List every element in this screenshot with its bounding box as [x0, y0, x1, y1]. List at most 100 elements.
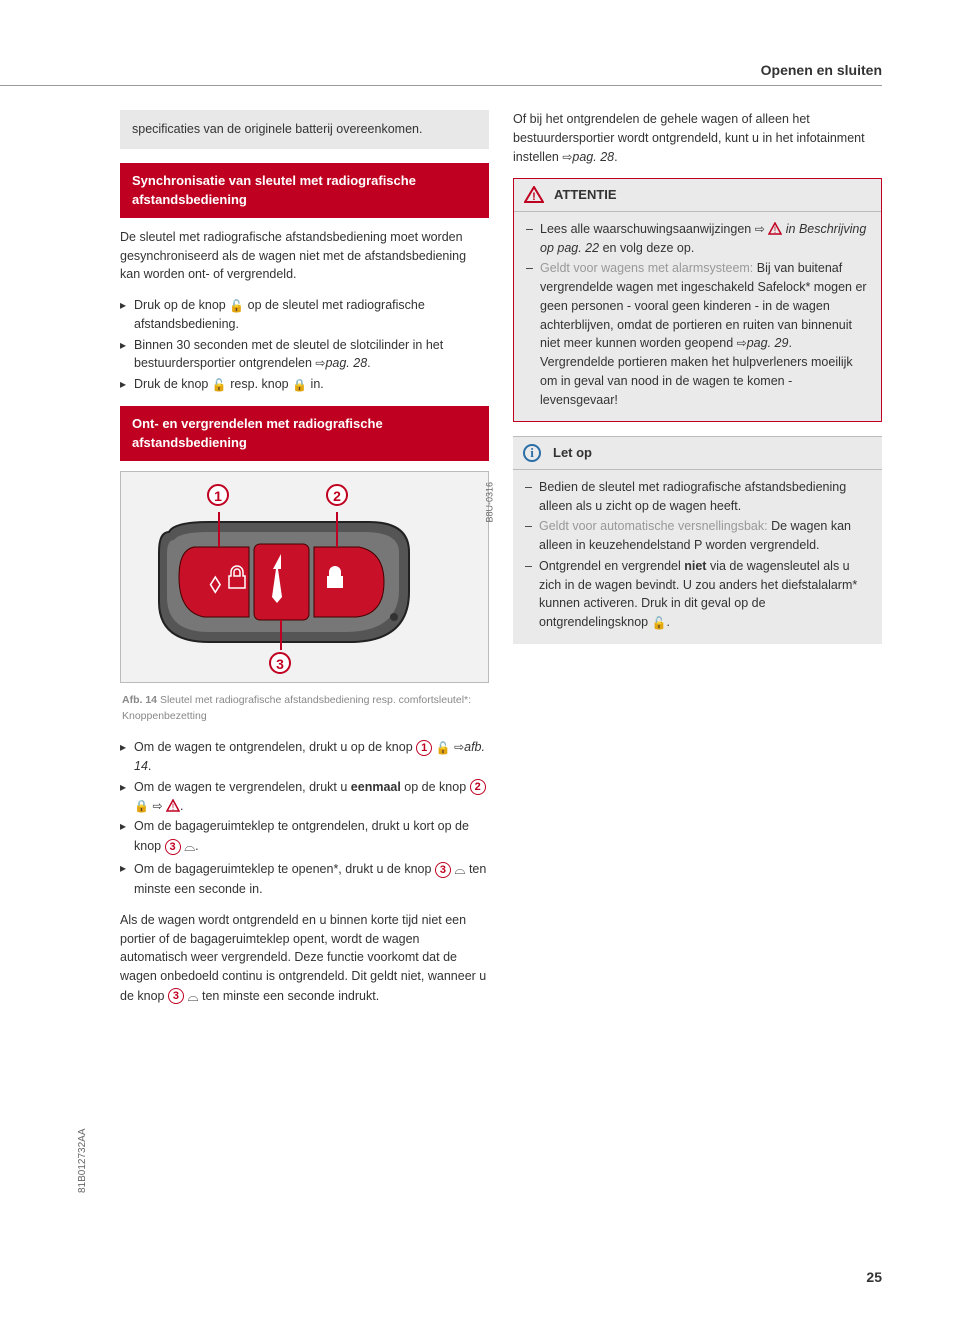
- text: .: [148, 759, 151, 773]
- content-columns: specificaties van de originele batterij …: [120, 110, 882, 1019]
- intro-note-box: specificaties van de originele batterij …: [120, 110, 489, 149]
- sync-paragraph: De sleutel met radiografische afstandsbe…: [120, 228, 489, 284]
- list-item: Om de wagen te vergrendelen, drukt u een…: [120, 778, 489, 816]
- text: .: [195, 839, 198, 853]
- page-ref: pag. 29: [747, 336, 789, 350]
- unlock-icon: 🔓: [212, 376, 227, 394]
- text: .: [667, 615, 670, 629]
- list-item: Druk de knop 🔓 resp. knop 🔒 in.: [120, 375, 489, 394]
- list-item: Om de wagen te ontgrendelen, drukt u op …: [120, 738, 489, 776]
- left-column: specificaties van de originele batterij …: [120, 110, 489, 1019]
- text: resp. knop: [227, 377, 292, 391]
- list-item: Geldt voor wagens met alarmsysteem: Bij …: [526, 259, 869, 409]
- page: Openen en sluiten 81B012732AA 25 specifi…: [0, 0, 962, 1328]
- auto-relock-paragraph: Als de wagen wordt ontgrendeld en u binn…: [120, 911, 489, 1007]
- attention-box: ! ATTENTIE Lees alle waarschuwingsaanwij…: [513, 178, 882, 422]
- unlock-icon: 🔓: [436, 739, 451, 757]
- note-body: Bedien de sleutel met radiografische afs…: [513, 470, 882, 644]
- svg-text:!: !: [172, 802, 175, 812]
- list-item: Binnen 30 seconden met de sleutel de slo…: [120, 336, 489, 374]
- condition-text: Geldt voor wagens met alarmsysteem:: [540, 261, 753, 275]
- attention-list: Lees alle waarschuwingsaanwijzingen ⇨ ! …: [526, 220, 869, 410]
- list-item: Om de bagageruimteklep te openen*, drukt…: [120, 859, 489, 899]
- list-item: Druk op de knop 🔓 op de sleutel met radi…: [120, 296, 489, 334]
- lock-icon: 🔒: [292, 376, 307, 394]
- attention-body: Lees alle waarschuwingsaanwijzingen ⇨ ! …: [514, 212, 881, 422]
- trunk-icon: ⌓: [184, 836, 195, 857]
- text: Druk op de knop: [134, 298, 229, 312]
- text: Ontgrendel en vergrendel: [539, 559, 684, 573]
- callout-3: 3: [269, 652, 291, 674]
- warning-icon: !: [768, 222, 782, 236]
- lock-icon: 🔒: [134, 797, 149, 815]
- remote-steps-list: Om de wagen te ontgrendelen, drukt u op …: [120, 738, 489, 899]
- text: in.: [307, 377, 324, 391]
- trunk-icon: ⌓: [187, 986, 198, 1007]
- svg-text:!: !: [532, 191, 536, 203]
- text: en volg deze op.: [599, 241, 694, 255]
- ref-circle-3: 3: [165, 839, 181, 855]
- text: .: [367, 356, 370, 370]
- page-ref: pag. 28: [325, 356, 367, 370]
- list-item: Bedien de sleutel met radiografische afs…: [525, 478, 870, 516]
- note-header: i Let op: [513, 436, 882, 470]
- trunk-icon: ⌓: [454, 859, 465, 880]
- warning-icon: !: [166, 799, 180, 813]
- text: Om de wagen te ontgrendelen, drukt u op …: [134, 740, 416, 754]
- ref-circle-3: 3: [168, 988, 184, 1004]
- attention-header: ! ATTENTIE: [514, 179, 881, 212]
- side-code: 81B012732AA: [75, 1128, 90, 1193]
- info-icon: i: [523, 444, 541, 462]
- caption-text: Sleutel met radiografische afstandsbedie…: [122, 694, 471, 722]
- header-title: Openen en sluiten: [761, 60, 882, 81]
- ref-arrow-icon: ⇨: [737, 334, 747, 352]
- callout-1: 1: [207, 484, 229, 506]
- svg-text:⬨: ⬨: [209, 567, 222, 598]
- attention-title: ATTENTIE: [554, 185, 617, 205]
- caption-label: Afb. 14: [122, 694, 157, 706]
- text: Lees alle waarschuwingsaanwijzingen: [540, 222, 755, 236]
- page-ref: pag. 28: [572, 150, 614, 164]
- figure-image: B8U-0316 ⬨: [121, 472, 488, 682]
- text: ten minste een seconde indrukt.: [199, 989, 380, 1003]
- heading-remote: Ont- en vergrendelen met radiografische …: [120, 406, 489, 461]
- text-bold: eenmaal: [351, 780, 401, 794]
- figure-caption: Afb. 14 Sleutel met radiografische afsta…: [120, 687, 489, 739]
- text: Om de bagageruimteklep te openen*, drukt…: [134, 862, 435, 876]
- ref-arrow-icon: ⇨: [755, 220, 765, 238]
- text: Druk de knop: [134, 377, 212, 391]
- ref-arrow-icon: ⇨: [152, 797, 162, 815]
- warning-icon: !: [524, 186, 544, 204]
- list-item: Om de bagageruimteklep te ontgrendelen, …: [120, 817, 489, 857]
- text: op de knop: [401, 780, 470, 794]
- list-item: Lees alle waarschuwingsaanwijzingen ⇨ ! …: [526, 220, 869, 258]
- condition-text: Geldt voor automatische versnellingsbak:: [539, 519, 768, 533]
- heading-sync: Synchronisatie van sleutel met radiograf…: [120, 163, 489, 218]
- list-item: Ontgrendel en vergrendel niet via de wag…: [525, 557, 870, 632]
- sync-steps-list: Druk op de knop 🔓 op de sleutel met radi…: [120, 296, 489, 394]
- text: .: [180, 799, 183, 813]
- unlock-icon: 🔓: [652, 614, 667, 632]
- text: .: [614, 150, 617, 164]
- note-list: Bedien de sleutel met radiografische afs…: [525, 478, 870, 632]
- figure-code: B8U-0316: [484, 482, 498, 523]
- list-item: Geldt voor automatische versnellingsbak:…: [525, 517, 870, 555]
- note-box: i Let op Bedien de sleutel met radiograf…: [513, 436, 882, 644]
- key-illustration: ⬨: [149, 502, 419, 652]
- ref-arrow-icon: ⇨: [454, 738, 464, 756]
- text: Binnen 30 seconden met de sleutel de slo…: [134, 338, 443, 371]
- text: Om de wagen te vergrendelen, drukt u: [134, 780, 351, 794]
- header-rule: [0, 85, 882, 86]
- right-column: Of bij het ontgrendelen de gehele wagen …: [513, 110, 882, 1019]
- infotainment-paragraph: Of bij het ontgrendelen de gehele wagen …: [513, 110, 882, 166]
- ref-circle-1: 1: [416, 740, 432, 756]
- figure-key: B8U-0316 ⬨: [120, 471, 489, 683]
- text-bold: niet: [684, 559, 706, 573]
- unlock-icon: 🔓: [229, 297, 244, 315]
- callout-2: 2: [326, 484, 348, 506]
- svg-text:!: !: [774, 225, 777, 235]
- ref-circle-3: 3: [435, 862, 451, 878]
- ref-circle-2: 2: [470, 779, 486, 795]
- ref-arrow-icon: ⇨: [562, 148, 572, 166]
- note-title: Let op: [553, 443, 592, 463]
